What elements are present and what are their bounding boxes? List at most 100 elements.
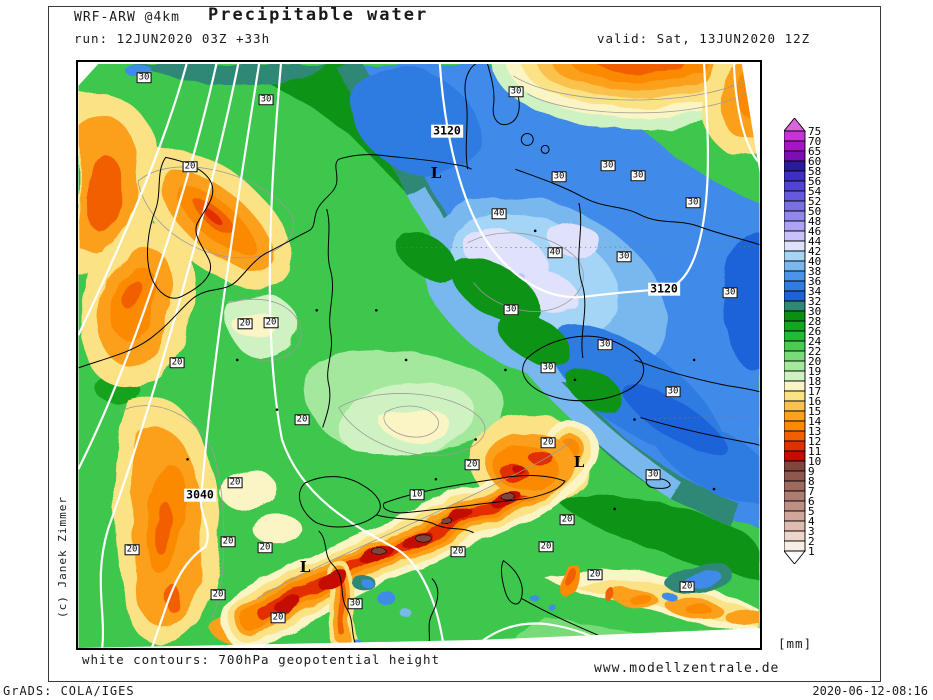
map-field xyxy=(78,62,760,648)
legend-tick-label: 44 xyxy=(808,235,822,248)
grads-credit: GrADS: COLA/IGES xyxy=(3,684,135,698)
legend-segment xyxy=(783,150,806,162)
legend-tick-label: 4 xyxy=(808,515,815,528)
legend-tick-label: 13 xyxy=(808,425,821,438)
legend-tick-label: 24 xyxy=(808,335,822,348)
legend-segment xyxy=(783,220,806,232)
map-dots xyxy=(186,229,716,511)
legend-segment xyxy=(783,170,806,182)
legend-tick-label: 19 xyxy=(808,365,821,378)
legend-colorbar: 7570656058565452504846444240383634323028… xyxy=(783,117,822,565)
legend-tick-label: 16 xyxy=(808,395,821,408)
legend-segment xyxy=(783,380,806,392)
legend-tick-label: 34 xyxy=(808,285,822,298)
valid-info: valid: Sat, 13JUN2020 12Z xyxy=(597,31,811,46)
legend-segment xyxy=(783,540,806,552)
legend-tick-label: 9 xyxy=(808,465,815,478)
pw-color-field xyxy=(78,63,760,648)
legend-segment xyxy=(783,310,806,322)
legend-segment xyxy=(783,290,806,302)
legend-segment xyxy=(783,250,806,262)
legend-tick-label: 11 xyxy=(808,445,821,458)
model-name: WRF-ARW @4km xyxy=(74,10,180,25)
page-title: Precipitable water xyxy=(208,5,429,25)
legend-tick-label: 60 xyxy=(808,155,821,168)
legend-tick-label: 1 xyxy=(808,545,815,558)
geopotential-contours xyxy=(78,63,760,648)
legend-tick-label: 17 xyxy=(808,385,821,398)
graticule-lines xyxy=(396,246,760,420)
legend-tick-label: 38 xyxy=(808,265,821,278)
legend-segment xyxy=(783,320,806,332)
legend-tick-label: 75 xyxy=(808,125,821,138)
legend-segment xyxy=(783,350,806,362)
legend-tick-label: 20 xyxy=(808,355,821,368)
color-scale-legend: 75 70 65 60 58 56 54 52 50 48 46 44 42 40 38 36 34 32 30 28… xyxy=(783,117,904,568)
legend-tick-label: 22 xyxy=(808,345,821,358)
legend-segment xyxy=(783,190,806,202)
legend-tick-label: 54 xyxy=(808,185,822,198)
legend-segment xyxy=(783,280,806,292)
legend-segment xyxy=(783,300,806,312)
legend-segment xyxy=(783,210,806,222)
legend-tick-label: 70 xyxy=(808,135,821,148)
legend-segment xyxy=(783,510,806,522)
contour-footnote: white contours: 700hPa geopotential heig… xyxy=(82,652,441,667)
legend-segment xyxy=(783,200,806,212)
legend-segment xyxy=(783,240,806,252)
legend-tick-label: 5 xyxy=(808,505,815,518)
legend-tick-label: 15 xyxy=(808,405,821,418)
legend-segment xyxy=(783,160,806,172)
legend-tick-label: 8 xyxy=(808,475,815,488)
legend-tick-label: 12 xyxy=(808,435,821,448)
run-info: run: 12JUN2020 03Z +33h xyxy=(74,31,271,46)
legend-segment xyxy=(783,140,806,152)
legend-arrow-bottom xyxy=(783,550,806,565)
legend-tick-label: 42 xyxy=(808,245,821,258)
legend-tick-label: 52 xyxy=(808,195,821,208)
legend-tick-label: 7 xyxy=(808,485,815,498)
legend-tick-label: 40 xyxy=(808,255,821,268)
legend-tick-label: 18 xyxy=(808,375,821,388)
legend-segment xyxy=(783,400,806,412)
legend-segment xyxy=(783,390,806,402)
website-label: www.modellzentrale.de xyxy=(594,661,780,676)
legend-segment xyxy=(783,450,806,462)
legend-tick-label: 26 xyxy=(808,325,821,338)
legend-segment xyxy=(783,530,806,542)
legend-segment xyxy=(783,230,806,242)
legend-segment xyxy=(783,440,806,452)
weather-map xyxy=(76,60,762,650)
legend-segment xyxy=(783,130,806,142)
legend-tick-label: 56 xyxy=(808,175,821,188)
legend-tick-label: 30 xyxy=(808,305,821,318)
legend-tick-label: 65 xyxy=(808,145,821,158)
legend-segment xyxy=(783,420,806,432)
legend-segment xyxy=(783,430,806,442)
legend-segment xyxy=(783,270,806,282)
legend-segment xyxy=(783,480,806,492)
legend-tick-label: 36 xyxy=(808,275,821,288)
outer-frame xyxy=(48,6,881,682)
creation-timestamp: 2020-06-12-08:16 xyxy=(812,684,928,698)
legend-segment xyxy=(783,370,806,382)
legend-tick-label: 6 xyxy=(808,495,815,508)
legend-tick-label: 50 xyxy=(808,205,821,218)
legend-segment xyxy=(783,500,806,512)
legend-tick-label: 32 xyxy=(808,295,821,308)
legend-tick-label: 46 xyxy=(808,225,821,238)
legend-tick-label: 48 xyxy=(808,215,821,228)
legend-segment xyxy=(783,520,806,532)
legend-tick-label: 2 xyxy=(808,535,815,548)
legend-segment xyxy=(783,340,806,352)
legend-tick-label: 58 xyxy=(808,165,821,178)
legend-tick-label: 10 xyxy=(808,455,821,468)
country-borders xyxy=(78,63,760,648)
legend-segment xyxy=(783,410,806,422)
legend-tick-label: 3 xyxy=(808,525,815,538)
legend-segment xyxy=(783,490,806,502)
legend-tick-label: 28 xyxy=(808,315,821,328)
legend-segment xyxy=(783,330,806,342)
legend-segment xyxy=(783,470,806,482)
